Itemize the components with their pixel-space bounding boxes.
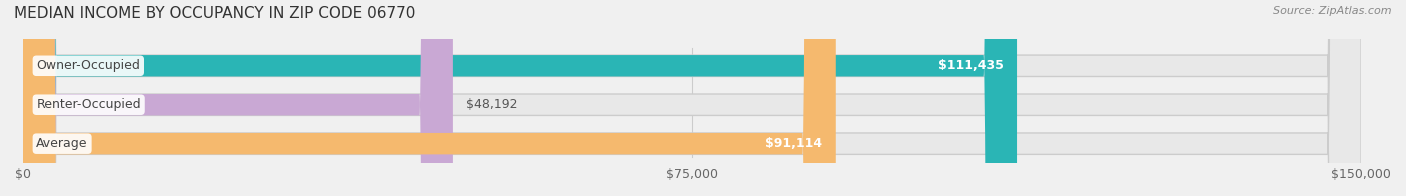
Text: $111,435: $111,435 [938,59,1004,72]
Text: MEDIAN INCOME BY OCCUPANCY IN ZIP CODE 06770: MEDIAN INCOME BY OCCUPANCY IN ZIP CODE 0… [14,6,415,21]
Text: Source: ZipAtlas.com: Source: ZipAtlas.com [1274,6,1392,16]
FancyBboxPatch shape [22,0,453,196]
Text: Owner-Occupied: Owner-Occupied [37,59,141,72]
Text: $48,192: $48,192 [467,98,517,111]
FancyBboxPatch shape [22,0,1361,196]
Text: Renter-Occupied: Renter-Occupied [37,98,141,111]
Text: Average: Average [37,137,89,150]
FancyBboxPatch shape [22,0,835,196]
FancyBboxPatch shape [22,0,1361,196]
Text: $91,114: $91,114 [765,137,823,150]
FancyBboxPatch shape [22,0,1361,196]
FancyBboxPatch shape [22,0,1017,196]
